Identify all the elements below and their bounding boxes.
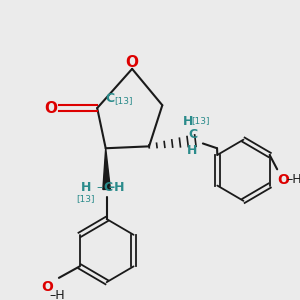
Text: O: O (126, 55, 139, 70)
Text: –H: –H (286, 173, 300, 186)
Text: C: C (106, 92, 115, 105)
Polygon shape (103, 148, 110, 190)
Text: H: H (81, 181, 91, 194)
Text: –H: –H (109, 181, 125, 194)
Text: C: C (103, 181, 112, 194)
Text: –: – (96, 181, 102, 194)
Text: H: H (187, 144, 198, 157)
Text: [13]: [13] (76, 194, 95, 203)
Text: –H: –H (49, 289, 65, 300)
Text: [13]: [13] (191, 116, 209, 125)
Text: O: O (277, 173, 289, 187)
Text: H: H (183, 115, 193, 128)
Text: [13]: [13] (114, 96, 133, 105)
Text: C: C (188, 128, 197, 141)
Text: O: O (42, 280, 53, 294)
Text: O: O (44, 100, 58, 116)
